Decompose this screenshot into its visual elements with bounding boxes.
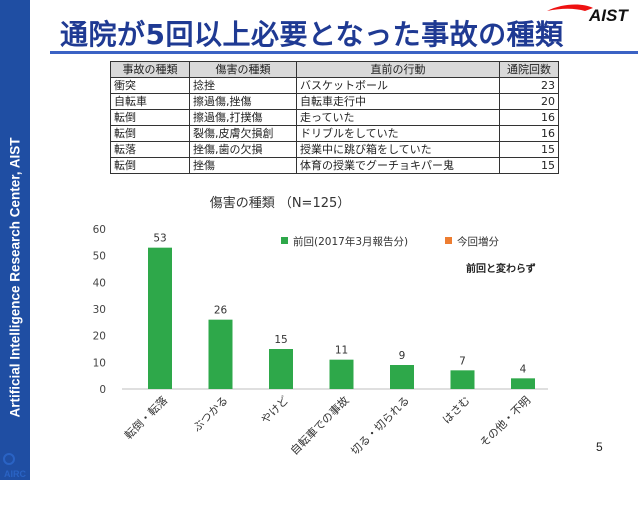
page-title: 通院が5回以上必要となった事故の種類 <box>60 18 564 51</box>
bar-previous <box>208 319 233 389</box>
table-cell: 16 <box>499 125 559 142</box>
data-label: 4 <box>520 363 527 375</box>
table-cell: 走っていた <box>296 109 500 126</box>
legend-label-previous: 前回(2017年3月報告分) <box>293 235 408 248</box>
table-cell: 体育の授業でグーチョキパー鬼 <box>296 157 500 174</box>
table-cell: 15 <box>499 141 559 158</box>
x-category-label: やけど <box>259 394 292 427</box>
y-tick-label: 40 <box>93 277 106 289</box>
y-tick-label: 50 <box>93 251 106 263</box>
bar-previous <box>390 365 414 389</box>
chart-annotation: 前回と変わらず <box>466 262 536 275</box>
table-cell: 転倒 <box>110 125 190 142</box>
table-cell: 授業中に跳び箱をしていた <box>296 141 500 158</box>
x-category-label: 自転車での事故 <box>287 393 351 457</box>
data-label: 9 <box>399 350 406 362</box>
y-tick-label: 30 <box>93 304 106 316</box>
table-cell: 自転車走行中 <box>296 93 500 110</box>
bar-previous <box>511 378 535 389</box>
aist-logo-swoosh <box>547 4 593 11</box>
chart-title: 傷害の種類 （N=125） <box>210 195 351 211</box>
bar-previous <box>450 370 475 389</box>
legend-swatch-increase <box>445 237 452 244</box>
legend-swatch-previous <box>281 237 288 244</box>
y-tick-label: 20 <box>93 331 106 343</box>
table-cell: 擦過傷,挫傷 <box>189 93 297 110</box>
data-label: 26 <box>214 305 228 317</box>
table-cell: 転落 <box>110 141 190 158</box>
chart-data-labels: 53 26 15 11 9 7 4 <box>153 233 526 376</box>
sidebar-band: Artificial Intelligence Research Center,… <box>0 0 30 480</box>
x-category-label: 転倒・転落 <box>122 394 170 442</box>
bar-previous <box>148 247 172 389</box>
aist-logo: AIST <box>547 4 629 24</box>
legend-label-increase: 今回増分 <box>457 235 499 248</box>
table-cell: 自転車 <box>110 93 190 110</box>
table-cell: 擦過傷,打撲傷 <box>189 109 297 126</box>
x-category-label: ぶつかる <box>190 394 230 434</box>
table-cell: 捻挫 <box>189 77 297 94</box>
table-cell: 衝突 <box>110 77 190 94</box>
injury-bar-chart: 傷害の種類 （N=125） 前回(2017年3月報告分) 今回増分 前回と変わら… <box>93 195 548 458</box>
title-underline <box>50 51 638 54</box>
x-category-label: はさむ <box>440 394 473 427</box>
sidebar-org-name: Artificial Intelligence Research Center,… <box>7 137 23 418</box>
airc-logo: AIRC <box>3 453 26 479</box>
y-tick-label: 10 <box>93 357 106 369</box>
chart-bars <box>148 247 535 389</box>
table-cell: 16 <box>499 109 559 126</box>
y-tick-label: 60 <box>93 224 106 236</box>
table-cell: 転倒 <box>110 109 190 126</box>
table-header-cell: 通院回数 <box>499 61 559 78</box>
x-category-label: その他・不明 <box>477 394 533 450</box>
table-row: 自転車 擦過傷,挫傷 自転車走行中 20 <box>110 93 559 110</box>
table-row: 転倒 挫傷 体育の授業でグーチョキパー鬼 15 <box>110 157 559 174</box>
table-row: 転倒 擦過傷,打撲傷 走っていた 16 <box>110 109 559 126</box>
table-cell: 20 <box>499 93 559 110</box>
table-cell: 15 <box>499 157 559 174</box>
airc-logo-mark <box>3 453 15 465</box>
table-header-cell: 事故の種類 <box>110 61 190 78</box>
bar-previous <box>329 359 354 389</box>
x-category-label: 切る・切られる <box>348 394 412 458</box>
bar-previous <box>269 349 293 389</box>
chart-legend: 前回(2017年3月報告分) 今回増分 <box>281 235 499 248</box>
table-cell: 23 <box>499 77 559 94</box>
table-cell: 挫傷,歯の欠損 <box>189 141 297 158</box>
aist-logo-text: AIST <box>588 6 629 24</box>
data-label: 11 <box>335 345 348 357</box>
data-label: 7 <box>459 355 466 367</box>
table-cell: 裂傷,皮膚欠損創 <box>189 125 297 142</box>
table-row: 転倒 裂傷,皮膚欠損創 ドリブルをしていた 16 <box>110 125 559 142</box>
accident-table: 事故の種類 傷害の種類 直前の行動 通院回数 衝突 捻挫 バスケットボール 23… <box>110 61 559 174</box>
table-header-cell: 直前の行動 <box>296 61 500 78</box>
table-cell: 転倒 <box>110 157 190 174</box>
data-label: 53 <box>153 233 166 245</box>
table-cell: バスケットボール <box>296 77 500 94</box>
table-row: 衝突 捻挫 バスケットボール 23 <box>110 77 559 94</box>
y-tick-label: 0 <box>99 384 106 396</box>
table-header-row: 事故の種類 傷害の種類 直前の行動 通院回数 <box>110 61 559 78</box>
table-cell: ドリブルをしていた <box>296 125 500 142</box>
data-label: 15 <box>274 334 287 346</box>
airc-logo-text: AIRC <box>4 469 26 479</box>
table-row: 転落 挫傷,歯の欠損 授業中に跳び箱をしていた 15 <box>110 141 559 158</box>
table-cell: 挫傷 <box>189 157 297 174</box>
table-header-cell: 傷害の種類 <box>189 61 297 78</box>
page-number: 5 <box>596 440 603 454</box>
